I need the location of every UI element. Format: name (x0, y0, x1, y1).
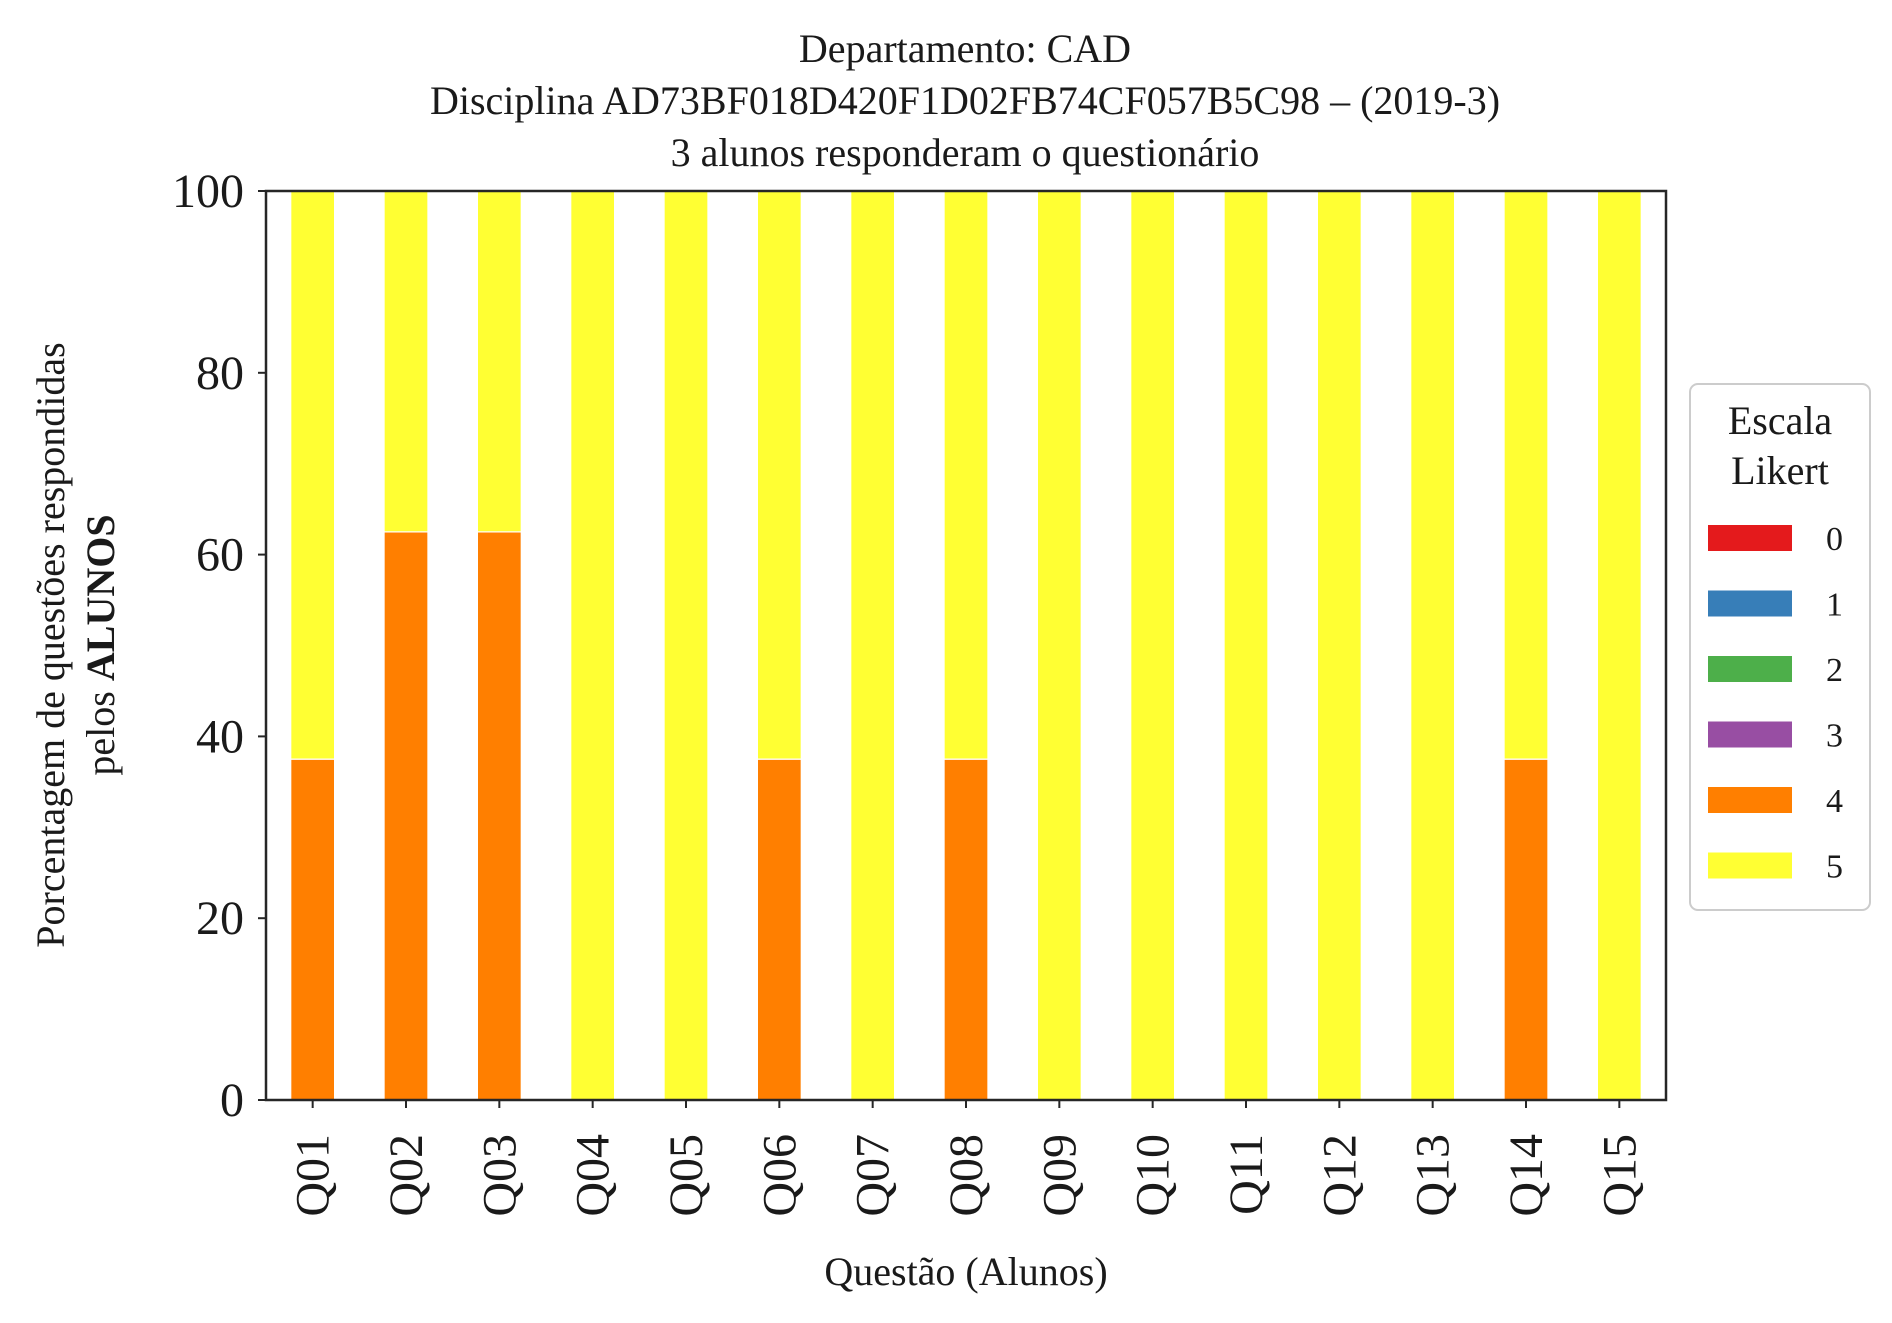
x-tick-label-Q05: Q05 (660, 1134, 713, 1217)
y-tick-label-80: 80 (196, 347, 244, 400)
plot-frame (264, 189, 1668, 1102)
legend-label-5: 5 (1826, 849, 1843, 886)
bar-Q14-scale-4 (1503, 758, 1549, 1101)
bar-Q12-scale-5 (1316, 190, 1362, 1101)
y-axis-label: Porcentagem de questões respondidas pelo… (28, 342, 123, 947)
bar-Q07-scale-5 (850, 190, 896, 1101)
y-axis-ticks: 0 20 40 60 80 100 (172, 165, 266, 1127)
legend-box (1689, 383, 1871, 911)
bar-Q10-scale-5 (1130, 190, 1176, 1101)
legend-label-3: 3 (1826, 718, 1843, 755)
bar-Q02-scale-4 (383, 531, 429, 1101)
bar-Q06-scale-5 (756, 190, 802, 760)
y-tick-label-60: 60 (196, 529, 244, 582)
bar-Q02-scale-5 (383, 190, 429, 533)
legend-swatch-1 (1708, 590, 1792, 617)
legend-swatch-4 (1708, 787, 1792, 813)
y-axis-label-prefix: pelos (78, 681, 123, 775)
x-tick-label-Q11: Q11 (1220, 1134, 1273, 1215)
bar-Q15-scale-5 (1596, 190, 1642, 1101)
bar-Q08-scale-5 (943, 190, 989, 760)
legend-label-0: 0 (1826, 521, 1843, 558)
bar-Q09-scale-5 (1036, 190, 1082, 1101)
bar-Q03-scale-4 (476, 531, 522, 1101)
x-tick-label-Q14: Q14 (1500, 1134, 1553, 1217)
legend-label-4: 4 (1826, 783, 1843, 820)
legend-swatch-0 (1708, 525, 1792, 551)
y-axis-label-line-2: pelos ALUNOS (78, 514, 123, 775)
y-axis-label-bold: ALUNOS (78, 514, 123, 681)
x-tick-label-Q10: Q10 (1127, 1134, 1180, 1217)
bar-Q14-scale-5 (1503, 190, 1549, 760)
bar-Q11-scale-5 (1223, 190, 1269, 1101)
title-line-2: Disciplina AD73BF018D420F1D02FB74CF057B5… (430, 78, 1500, 123)
y-tick-label-0: 0 (220, 1074, 244, 1127)
x-tick-label-Q06: Q06 (753, 1134, 806, 1217)
legend-swatch-5 (1708, 852, 1792, 879)
bar-Q08-scale-4 (943, 758, 989, 1101)
x-tick-label-Q04: Q04 (567, 1134, 620, 1217)
legend-swatch-2 (1708, 656, 1792, 682)
bar-Q06-scale-4 (756, 758, 802, 1101)
chart-title: Departamento: CAD Disciplina AD73BF018D4… (430, 26, 1500, 175)
legend-title-line-2: Likert (1731, 448, 1829, 493)
x-tick-label-Q01: Q01 (287, 1134, 340, 1217)
bar-Q04-scale-5 (570, 190, 616, 1101)
x-tick-label-Q15: Q15 (1593, 1134, 1646, 1217)
x-axis-label: Questão (Alunos) (824, 1249, 1107, 1294)
legend: Escala Likert 0 1 2 3 4 5 (1689, 383, 1871, 911)
x-tick-label-Q08: Q08 (940, 1134, 993, 1217)
x-tick-label-Q07: Q07 (847, 1134, 900, 1217)
legend-title-line-1: Escala (1728, 398, 1833, 443)
bar-Q13-scale-5 (1410, 190, 1456, 1101)
bars (290, 190, 1642, 1101)
y-tick-label-20: 20 (196, 892, 244, 945)
legend-items: 0 1 2 3 4 5 (1708, 521, 1843, 886)
y-tick-label-40: 40 (196, 710, 244, 763)
x-axis-ticks: Q01 Q02 Q03 Q04 Q05 Q06 Q07 Q08 Q09 Q10 Q11 Q12 Q13 Q… (287, 1100, 1646, 1217)
bar-Q03-scale-5 (476, 190, 522, 533)
legend-label-2: 2 (1826, 652, 1843, 689)
x-tick-label-Q13: Q13 (1407, 1134, 1460, 1217)
bar-Q05-scale-5 (663, 190, 709, 1101)
x-tick-label-Q02: Q02 (380, 1134, 433, 1217)
y-tick-label-100: 100 (172, 165, 244, 218)
bar-Q01-scale-4 (290, 758, 336, 1101)
x-tick-label-Q12: Q12 (1313, 1134, 1366, 1217)
bar-Q01-scale-5 (290, 190, 336, 760)
legend-label-1: 1 (1826, 587, 1843, 624)
y-axis-label-line-1: Porcentagem de questões respondidas (28, 342, 73, 947)
title-line-3: 3 alunos responderam o questionário (671, 130, 1260, 175)
legend-swatch-3 (1708, 721, 1792, 748)
x-tick-label-Q03: Q03 (473, 1134, 526, 1217)
x-tick-label-Q09: Q09 (1033, 1134, 1086, 1217)
title-line-1: Departamento: CAD (799, 26, 1131, 71)
